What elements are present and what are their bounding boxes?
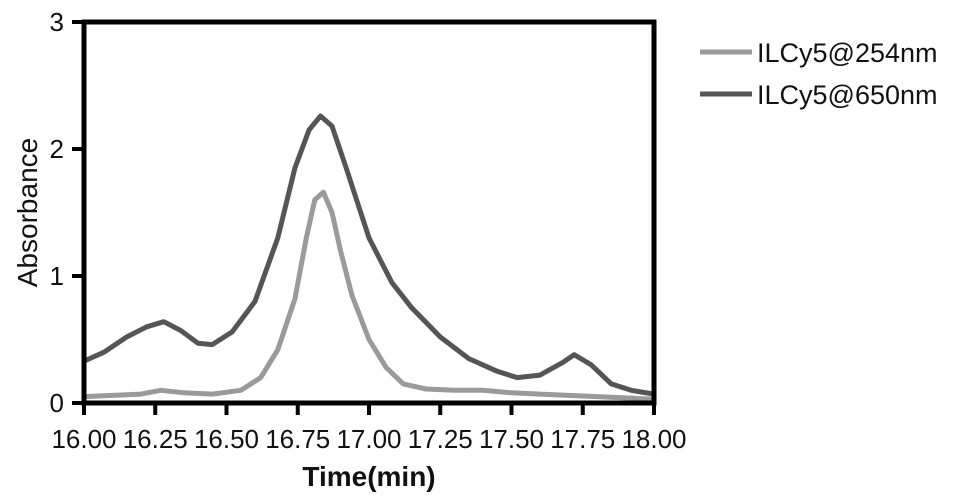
- series-lines: [81, 113, 657, 402]
- x-tick-label: 18.00: [621, 424, 686, 454]
- x-tick-label: 16.75: [265, 424, 330, 454]
- x-tick-label: 16.50: [194, 424, 259, 454]
- y-tick-labels: 0 1 2 3: [50, 7, 64, 418]
- x-tick-labels: 16.00 16.25 16.50 16.75 17.00 17.25 17.50 17.75…: [51, 424, 686, 454]
- x-tick-label: 16.25: [123, 424, 188, 454]
- series-line-650nm: [81, 113, 657, 397]
- plot-frame: [81, 19, 657, 406]
- legend: ILCy5@254nm ILCy5@650nm: [700, 38, 938, 110]
- y-tick-label: 3: [50, 7, 64, 37]
- series-line-254nm: [81, 189, 657, 402]
- x-axis-title: Time(min): [302, 461, 435, 492]
- y-tick-label: 0: [50, 388, 64, 418]
- y-tick-label: 2: [50, 134, 64, 164]
- x-tick-label: 17.00: [336, 424, 401, 454]
- y-axis-title: Absorbance: [12, 138, 43, 287]
- x-tick-label: 17.25: [408, 424, 473, 454]
- x-tick-label: 17.50: [479, 424, 544, 454]
- legend-label-254nm: ILCy5@254nm: [757, 38, 938, 68]
- y-tick-label: 1: [50, 261, 64, 291]
- x-tick-label: 16.00: [51, 424, 116, 454]
- x-tick-label: 17.75: [550, 424, 615, 454]
- legend-label-650nm: ILCy5@650nm: [757, 80, 938, 110]
